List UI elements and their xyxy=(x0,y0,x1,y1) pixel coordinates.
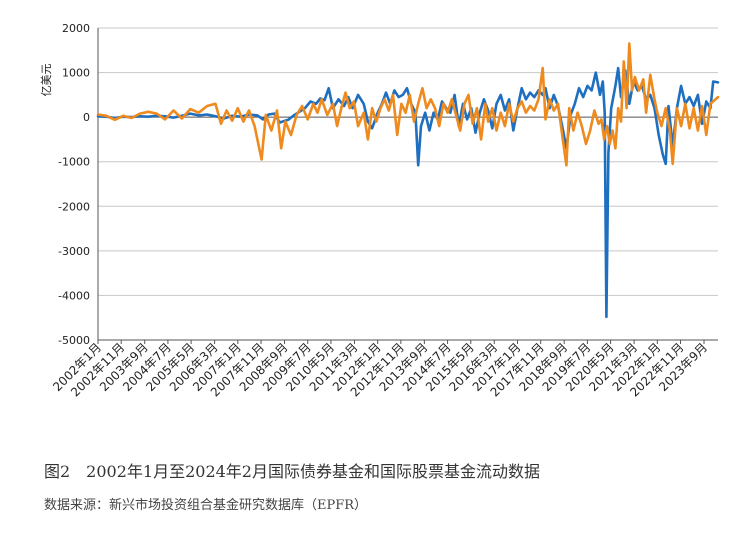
data-source-note: 数据来源：新兴市场投资组合基金研究数据库（EPFR） xyxy=(44,498,368,513)
y-tick-labels: 2000 1000 0 -1000 -2000 -3000 -4000 -5000 xyxy=(58,22,90,347)
axes xyxy=(97,28,718,344)
x-tick-labels: 2002年1月2002年11月2003年9月2004年7月2005年5月2006… xyxy=(50,340,710,399)
y-tick-label: -2000 xyxy=(58,200,90,213)
y-tick-label: -1000 xyxy=(58,156,90,169)
y-tick-label: -4000 xyxy=(58,289,90,302)
series-line-equity xyxy=(96,42,720,167)
y-tick-label: 2000 xyxy=(62,22,90,35)
y-axis-label: 亿美元 xyxy=(40,64,53,97)
y-tick-label: -3000 xyxy=(58,245,90,258)
chart-svg: 2000 1000 0 -1000 -2000 -3000 -4000 -5000 2002年… xyxy=(40,22,720,399)
y-tick-label: 1000 xyxy=(62,67,90,80)
y-tick-label: 0 xyxy=(83,111,90,124)
y-tick-label: -5000 xyxy=(58,334,90,347)
series-lines xyxy=(96,42,720,319)
figure-caption: 图2 2002年1月至2024年2月国际债券基金和国际股票基金流动数据 xyxy=(44,462,540,481)
